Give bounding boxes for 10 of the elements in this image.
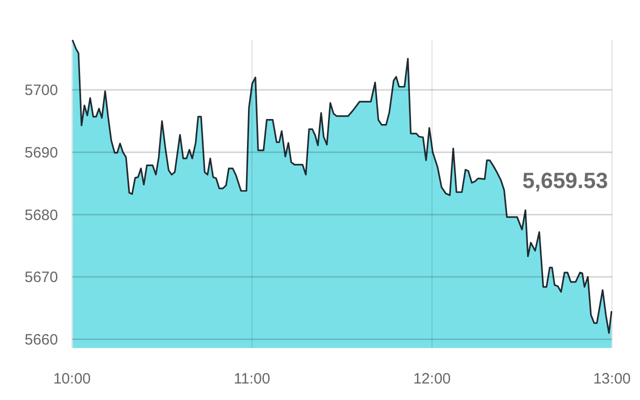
x-tick-label: 13:00 <box>593 370 631 388</box>
x-tick-label: 11:00 <box>234 370 270 388</box>
y-tick-label: 5670 <box>24 269 58 286</box>
y-tick-label: 5660 <box>24 332 58 349</box>
x-tick-label: 12:00 <box>413 370 451 388</box>
x-tick-label: 10:00 <box>53 370 91 388</box>
y-tick-label: 5690 <box>24 144 58 162</box>
annotation: 5,659.53 <box>522 168 608 193</box>
y-tick-label: 5700 <box>24 82 58 100</box>
y-tick-label: 5680 <box>24 206 58 224</box>
